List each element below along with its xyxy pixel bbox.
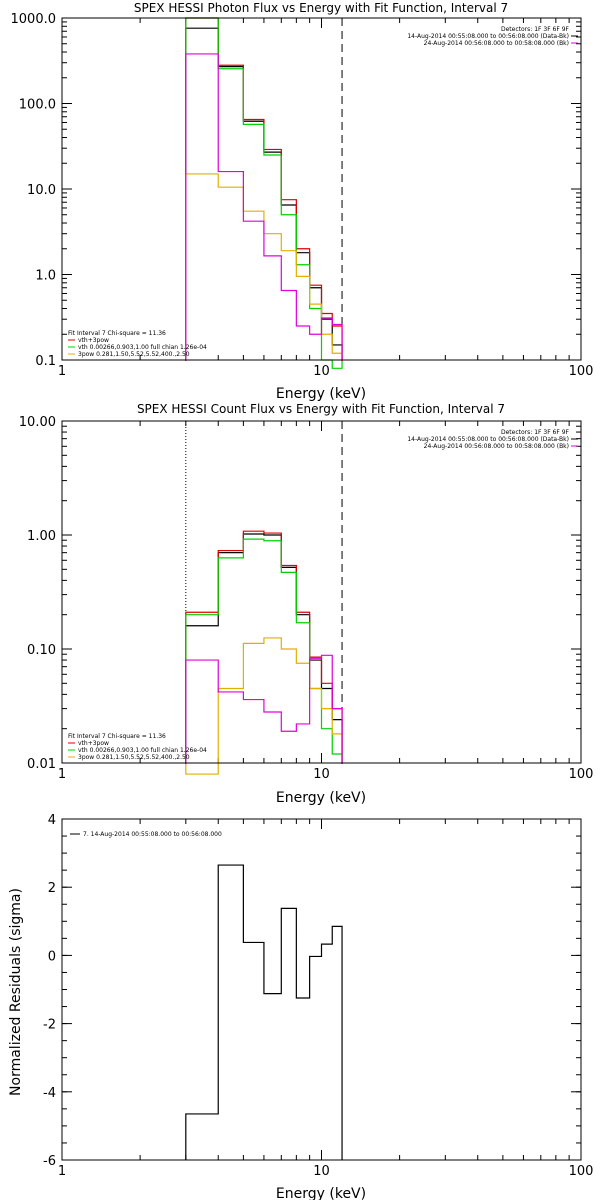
count-flux-panel: SPEX HESSI Count Flux vs Energy with Fit… [19, 402, 594, 806]
photon-flux-xlabel: Energy (keV) [276, 386, 366, 402]
count-flux-xtick-label: 100 [569, 767, 594, 782]
photon-flux-title: SPEX HESSI Photon Flux vs Energy with Fi… [134, 1, 508, 15]
photon-flux-xtick-label: 100 [569, 364, 594, 379]
residuals-xtick-label: 10 [313, 1164, 330, 1179]
count-flux-series-powerlaw [185, 637, 343, 775]
count-flux-legend-bl-label: vth+3pow [78, 740, 109, 747]
count-flux-legend-bl-label: Fit Interval 7 Chi-square = 11.36 [68, 733, 166, 740]
residuals-xlabel: Energy (keV) [276, 1186, 366, 1200]
photon-flux-ytick-label: 1000.0 [11, 12, 57, 27]
count-flux-legend-bl-label: 3pow 0.281,1.50,5.52,5.52,400.,2.50 [78, 754, 190, 761]
residuals-ytick-label: 2 [48, 881, 56, 896]
residuals-ytick-label: -4 [43, 1086, 56, 1101]
count-flux-series-background [185, 654, 343, 764]
count-flux-ytick-label: 1.00 [27, 529, 56, 544]
residuals-legend-label: 7. 14-Aug-2014 00:55:08.000 to 00:56:08.… [83, 831, 222, 838]
count-flux-ytick-label: 0.01 [27, 757, 56, 772]
photon-flux-ytick-label: 10.0 [27, 183, 56, 198]
photon-flux-ytick-label: 1.0 [35, 269, 56, 284]
count-flux-plot-frame [61, 420, 582, 764]
count-flux-legend-bottom-left: Fit Interval 7 Chi-square = 11.36vth+3po… [68, 733, 207, 761]
residuals-series [185, 864, 343, 1160]
count-flux-ytick-label: 0.10 [27, 643, 56, 658]
residuals-ytick-label: 0 [48, 949, 56, 964]
residuals-ylabel: Normalized Residuals (sigma) [8, 888, 24, 1096]
photon-flux-xtick-label: 10 [313, 364, 330, 379]
photon-flux-ytick-label: 0.1 [35, 354, 56, 369]
residuals-xtick-label: 1 [58, 1164, 66, 1179]
count-flux-legend-tr-label: 14-Aug-2014 00:55:08.000 to 00:56:08.000… [407, 436, 569, 443]
residuals-xtick-label: 100 [569, 1164, 594, 1179]
photon-flux-series-background [185, 53, 343, 361]
count-flux-legend-tr-label: 24-Aug-2014 00:56:08.000 to 00:58:08.000… [424, 443, 569, 450]
count-flux-xlabel: Energy (keV) [276, 790, 366, 806]
residuals-plot-frame [61, 818, 582, 1161]
photon-flux-series-total [185, 27, 343, 361]
photon-flux-xtick-label: 1 [58, 364, 66, 379]
count-flux-title: SPEX HESSI Count Flux vs Energy with Fit… [137, 402, 505, 416]
count-flux-legend-bl-label: vth 0.00266,0.903,1.00 full chian 1.26e-… [78, 747, 207, 754]
residuals-legend: 7. 14-Aug-2014 00:55:08.000 to 00:56:08.… [70, 831, 222, 838]
count-flux-xtick-label: 1 [58, 767, 66, 782]
residuals-ticks: 1 10 100 -6 -4 -2 0 2 4 [43, 813, 593, 1179]
photon-flux-ytick-label: 100.0 [19, 98, 56, 113]
photon-flux-series-sum [185, 17, 343, 361]
photon-flux-legend-bl-label: Fit Interval 7 Chi-square = 11.36 [68, 330, 166, 337]
photon-flux-legend-tr-label: 24-Aug-2014 00:56:08.000 to 00:58:08.000… [424, 40, 569, 47]
count-flux-series-sum [185, 530, 343, 764]
residuals-series-total [185, 864, 343, 1160]
photon-flux-legend-tr-label: Detectors: 1F 3F 6F 9F [501, 26, 570, 33]
photon-flux-plot-frame [61, 17, 582, 361]
count-flux-series [185, 530, 343, 775]
photon-flux-legend-bottom-left: Fit Interval 7 Chi-square = 11.36vth+3po… [68, 330, 207, 358]
photon-flux-legend-bl-label: vth+3pow [78, 337, 109, 344]
count-flux-xtick-label: 10 [313, 767, 330, 782]
count-flux-series-thermal [185, 538, 343, 764]
count-flux-ticks: 1 10 100 0.01 0.10 1.00 10.00 [19, 415, 594, 782]
residuals-ytick-label: -6 [43, 1154, 56, 1169]
photon-flux-legend-bl-label: 3pow 0.281,1.50,5.52,5.52,400.,2.50 [78, 351, 190, 358]
count-flux-series-total [185, 533, 343, 764]
residuals-ytick-label: -2 [43, 1018, 56, 1033]
photon-flux-series-powerlaw [185, 173, 343, 361]
count-flux-legend-tr-label: Detectors: 1F 3F 6F 9F [501, 429, 570, 436]
photon-flux-panel: SPEX HESSI Photon Flux vs Energy with Fi… [11, 1, 594, 402]
photon-flux-legend-bl-label: vth 0.00266,0.903,1.00 full chian 1.26e-… [78, 344, 207, 351]
residuals-panel: Energy (keV) Normalized Residuals (sigma… [8, 813, 593, 1200]
count-flux-ytick-label: 10.00 [19, 415, 56, 430]
residuals-ytick-label: 4 [48, 813, 56, 828]
photon-flux-legend-tr-label: 14-Aug-2014 00:55:08.000 to 00:56:08.000… [407, 33, 569, 40]
photon-flux-ticks: 1 10 100 0.1 1.0 10.0 100.0 1000.0 [11, 12, 594, 379]
